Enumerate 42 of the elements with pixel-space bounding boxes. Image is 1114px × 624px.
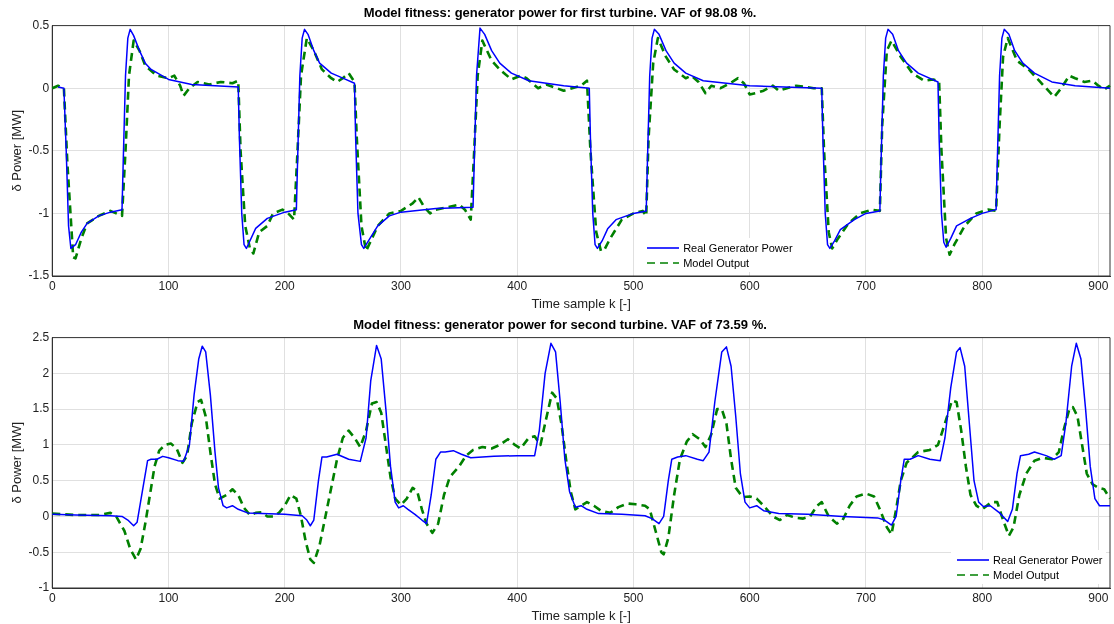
x-tick-label: 600 bbox=[739, 278, 761, 293]
y-tick-label: 0 bbox=[42, 80, 50, 95]
y-tick-label: -1 bbox=[38, 580, 50, 595]
x-tick-label: 200 bbox=[274, 590, 296, 605]
chart-title: Model fitness: generator power for second turbine. VAF of 73.59 %. bbox=[353, 317, 767, 333]
y-tick-label: -0.5 bbox=[28, 143, 50, 158]
y-tick-label: 0 bbox=[42, 508, 50, 523]
legend-label: Model Output bbox=[993, 568, 1060, 581]
x-tick-label: 100 bbox=[158, 278, 179, 293]
x-tick-label: 200 bbox=[274, 278, 296, 293]
y-axis-title: δ Power [MW] bbox=[9, 421, 25, 504]
y-tick-label: 1.5 bbox=[32, 401, 50, 416]
chart-title: Model fitness: generator power for first turbine. VAF of 98.08 %. bbox=[363, 5, 757, 21]
y-tick-label: 0.5 bbox=[32, 473, 50, 487]
x-tick-label: 600 bbox=[739, 590, 761, 605]
y-tick-label: -1 bbox=[38, 205, 50, 220]
x-tick-label: 100 bbox=[158, 590, 179, 605]
x-tick-label: 700 bbox=[855, 590, 877, 605]
x-tick-label: 500 bbox=[623, 590, 644, 605]
x-tick-label: 900 bbox=[1088, 278, 1109, 293]
x-tick-label: 400 bbox=[507, 590, 528, 605]
x-tick-label: 500 bbox=[623, 278, 644, 293]
x-tick-label: 900 bbox=[1088, 590, 1109, 605]
legend-label: Real Generator Power bbox=[683, 241, 793, 254]
x-axis-title: Time sample k [-] bbox=[531, 607, 631, 623]
y-tick-label: -1.5 bbox=[28, 268, 50, 283]
legend-label: Real Generator Power bbox=[993, 553, 1103, 566]
y-tick-label: 0.5 bbox=[32, 17, 50, 32]
x-axis-title: Time sample k [-] bbox=[531, 295, 631, 311]
y-tick-label: 2 bbox=[42, 365, 50, 380]
y-tick-label: 1 bbox=[42, 437, 50, 452]
y-axis-title: δ Power [MW] bbox=[9, 109, 25, 192]
y-tick-label: -0.5 bbox=[28, 544, 50, 559]
x-tick-label: 700 bbox=[855, 278, 877, 293]
legend-label: Model Output bbox=[683, 256, 750, 269]
line-series bbox=[50, 391, 1112, 565]
x-tick-label: 300 bbox=[390, 590, 412, 605]
x-tick-label: 800 bbox=[972, 278, 993, 293]
x-tick-label: 400 bbox=[507, 278, 528, 293]
x-tick-label: 800 bbox=[972, 590, 993, 605]
x-tick-label: 300 bbox=[390, 278, 412, 293]
y-tick-label: 2.5 bbox=[32, 329, 50, 344]
